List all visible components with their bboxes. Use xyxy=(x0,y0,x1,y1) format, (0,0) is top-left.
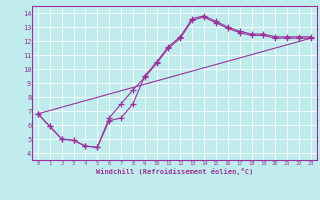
X-axis label: Windchill (Refroidissement éolien,°C): Windchill (Refroidissement éolien,°C) xyxy=(96,168,253,175)
